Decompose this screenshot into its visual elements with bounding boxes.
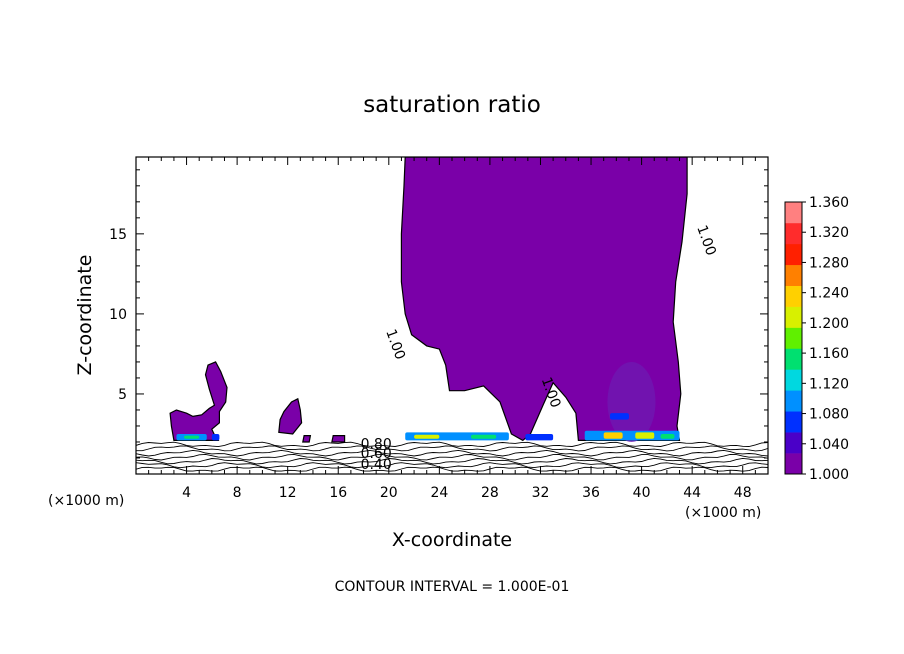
y-tick-label: 5 xyxy=(118,387,127,403)
surface-contour-2 xyxy=(136,457,768,465)
hotspot-10 xyxy=(660,433,675,439)
colorbar-swatch xyxy=(785,327,802,349)
x-tick-label: 44 xyxy=(683,485,701,501)
colorbar-swatch xyxy=(785,202,802,224)
colorbar-label: 1.040 xyxy=(809,437,849,453)
plot-area: 1.001.001.000.800.600.40 xyxy=(136,157,768,473)
x-tick-label: 8 xyxy=(233,485,242,501)
colorbar-label: 1.120 xyxy=(809,376,849,392)
cloud-region-small-cloud-1 xyxy=(278,397,303,435)
colorbar: 1.360 1.320 1.280 1.240 1.200 1.160 1.120 1.080… xyxy=(784,195,849,483)
hotspot-9 xyxy=(635,432,655,439)
colorbar-swatch xyxy=(785,348,802,370)
hotspot-8 xyxy=(603,432,623,439)
x-tick-label: 12 xyxy=(279,485,297,501)
colorbar-label: 1.160 xyxy=(809,346,849,362)
x-axis-label: X-coordinate xyxy=(392,529,512,551)
colorbar-swatch xyxy=(785,453,802,475)
contour-interval-note: CONTOUR INTERVAL = 1.000E-01 xyxy=(335,579,570,595)
x-tick-label: 24 xyxy=(430,485,448,501)
colorbar-label: 1.200 xyxy=(809,316,849,332)
contour-label: 0.60 xyxy=(361,446,392,462)
x-tick-label: 36 xyxy=(582,485,600,501)
y-tick-label: 15 xyxy=(109,227,127,243)
hotspot-11 xyxy=(610,413,629,420)
colorbar-swatch xyxy=(785,264,802,286)
hotspot-6 xyxy=(525,433,554,441)
surface-contour-4 xyxy=(136,449,768,457)
x-tick-label: 16 xyxy=(329,485,347,501)
chart-title: saturation ratio xyxy=(363,92,541,118)
x-tick-label: 32 xyxy=(532,485,550,501)
colorbar-label: 1.280 xyxy=(809,255,849,271)
hotspot-2 xyxy=(211,433,220,441)
surface-contour-1 xyxy=(136,462,768,469)
colorbar-swatch xyxy=(785,306,802,328)
inner-shade xyxy=(607,361,656,442)
cloud-region-left-cloud xyxy=(169,361,228,441)
contour-label: 0.80 xyxy=(361,436,392,452)
colorbar-swatch xyxy=(785,390,802,412)
hotspot-4 xyxy=(414,434,440,439)
contour-label: 0.40 xyxy=(361,457,392,473)
colorbar-label: 1.360 xyxy=(809,195,849,211)
y-tick-label: 10 xyxy=(109,307,127,323)
x-axis: 4 8 12 16 20 24 28 32 36 40 44 48 xyxy=(148,157,756,501)
y-axis-label: Z-coordinate xyxy=(74,255,96,376)
x-unit-right: (×1000 m) xyxy=(685,505,761,521)
surface-contour-3 xyxy=(136,453,768,461)
surface-contour-6 xyxy=(136,441,768,448)
x-tick-label: 4 xyxy=(182,485,191,501)
colorbar-swatch xyxy=(785,285,802,307)
hotspot-1 xyxy=(184,435,200,439)
colorbar-swatch xyxy=(785,222,802,245)
colorbar-label: 1.000 xyxy=(809,467,849,483)
cloud-region-small-cloud-3 xyxy=(331,435,346,443)
x-unit-left: (×1000 m) xyxy=(48,493,124,509)
x-tick-label: 40 xyxy=(633,485,651,501)
hotspot-5 xyxy=(470,434,497,439)
colorbar-label: 1.320 xyxy=(809,225,849,241)
colorbar-label: 1.240 xyxy=(809,286,849,302)
colorbar-label: 1.080 xyxy=(809,407,849,423)
surface-contour-5 xyxy=(136,445,768,452)
x-tick-label: 28 xyxy=(481,485,499,501)
y-axis: 5 10 15 xyxy=(109,169,768,459)
x-tick-label: 48 xyxy=(734,485,752,501)
colorbar-swatch xyxy=(785,243,802,266)
colorbar-swatch xyxy=(785,411,802,433)
x-tick-label: 20 xyxy=(380,485,398,501)
colorbar-swatch xyxy=(785,432,802,454)
contour-label: 1.00 xyxy=(693,223,719,258)
cloud-region-small-cloud-2 xyxy=(302,435,312,443)
contour-label: 1.00 xyxy=(382,327,408,362)
colorbar-swatch xyxy=(785,369,802,391)
colorbar-frame xyxy=(784,201,803,475)
